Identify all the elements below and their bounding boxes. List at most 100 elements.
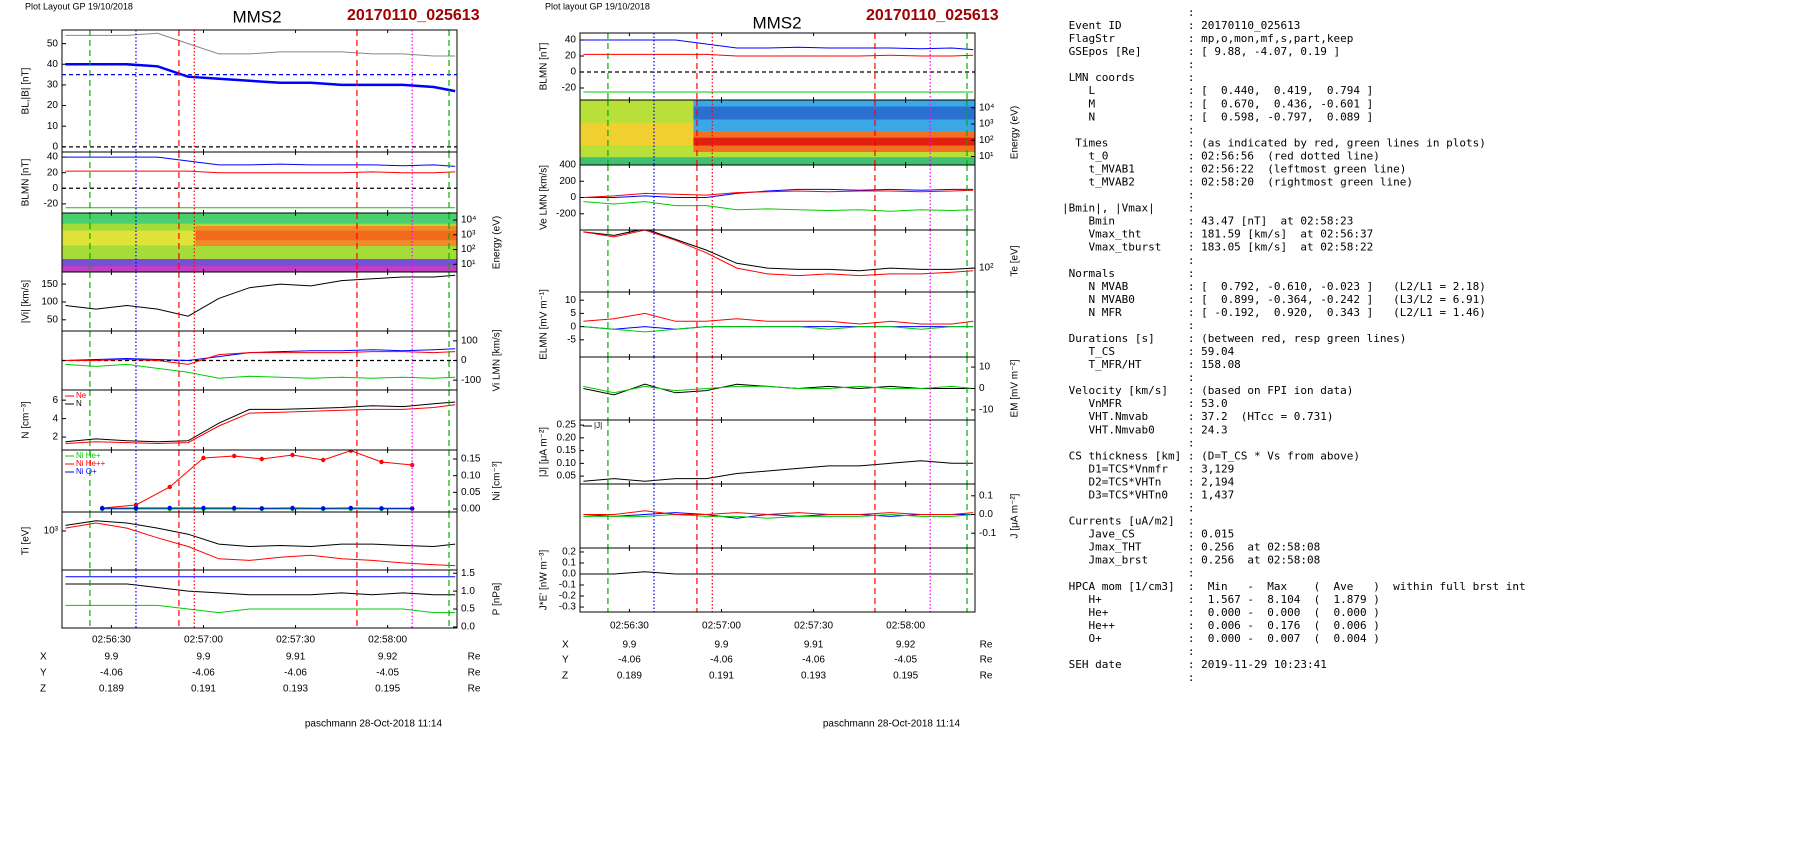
y-tick-label: 5 [570,308,576,319]
y-axis-label: Energy (eV) [492,216,503,269]
summary-line: D2=TCS*VHTn : 2,194 [1062,475,1235,488]
legend-label: Ni He++ [76,459,106,468]
series-point [201,505,206,511]
panel [65,390,456,450]
y-tick-label: 0.2 [562,547,576,558]
orbit-value: 0.193 [283,684,308,695]
y-axis-label: Vi LMN [km/s] [492,329,503,391]
summary-line: : [1062,671,1194,684]
summary-line: Jave_CS : 0.015 [1062,528,1234,541]
orbit-value: -4.05 [894,655,917,666]
orbit-value: 9.92 [896,640,916,651]
y-tick-label: 150 [41,279,58,290]
series-point [133,505,139,511]
series-point [167,505,172,511]
y-axis-label: J [μA m⁻²] [1010,493,1021,538]
summary-line: : [1062,189,1194,202]
series-line [65,363,456,379]
series-line [583,460,974,482]
y-axis-label: Te [eV] [1010,245,1021,276]
panel [65,570,456,628]
summary-line: He+ : 0.000 - 0.000 ( 0.000 ) [1062,606,1380,619]
summary-line: VHT.Nmvab0 : 24.3 [1062,423,1228,436]
orbit-label: Z [40,684,46,695]
orbit-value: 9.9 [104,652,118,663]
summary-line: D1=TCS*Vnmfr : 3,129 [1062,462,1234,475]
y-axis-label: BLMN [nT] [21,158,32,206]
panel [583,230,974,292]
orbit-unit: Re [980,640,993,651]
spectrogram-cell [693,137,975,146]
series-line [583,571,974,575]
series-line [65,156,456,167]
y-tick-label: 6 [52,395,58,406]
orbit-unit: Re [980,655,993,666]
series-point [348,450,354,453]
orbit-label: X [562,640,569,651]
panel-frame [61,389,458,451]
x-tick-label: 02:56:30 [610,621,649,632]
footer: paschmann 28-Oct-2018 11:14 [305,719,443,730]
orbit-value: 0.191 [191,684,216,695]
y-tick-label: 0.00 [461,504,481,515]
summary-line: CS thickness [km] : (D=T_CS * Vs from ab… [1062,449,1360,462]
y-tick-label: 0.10 [557,458,577,469]
orbit-value: 0.189 [617,671,642,682]
y-tick-label: 200 [559,176,576,187]
series-line [583,53,974,57]
summary-line: Vmax_tht : 181.59 [km/s] at 02:56:37 [1062,228,1373,241]
x-tick-label: 02:58:00 [886,621,925,632]
y-tick-label: 0 [570,192,576,203]
summary-line: : [1062,567,1194,580]
y-tick-label: -100 [461,375,481,386]
summary-line: T_CS : 59.04 [1062,345,1235,358]
series-line [583,201,974,212]
summary-line: Jmax_brst : 0.256 at 02:58:08 [1062,554,1320,567]
panel [89,450,450,512]
series-line [65,274,456,317]
orbit-value: 9.91 [804,640,824,651]
orbit-value: 0.195 [375,684,400,695]
y-tick-label: 0.15 [557,445,577,456]
series-line [65,604,456,614]
orbit-value: -4.06 [710,655,733,666]
orbit-value: 9.91 [286,652,306,663]
summary-line: t_MVAB2 : 02:58:20 (rightmost green line… [1062,176,1413,189]
panel-frame [61,29,458,153]
series-point [100,506,105,511]
orbit-value: 9.92 [378,652,398,663]
y-axis-label: |Vi| [km/s] [21,280,32,324]
orbit-unit: Re [468,668,481,679]
series-line [65,583,456,596]
summary-line: Normals : [1062,267,1194,280]
panel [583,292,974,357]
legend-label: Ni O+ [76,467,97,476]
panel-frame [61,569,458,629]
summary-line: : [1062,436,1194,449]
y-tick-label: 0.20 [557,432,577,443]
panel-frame [61,511,458,571]
panel [580,100,975,165]
summary-line: Currents [uA/m2] : [1062,515,1194,528]
event-id: 20170110_025613 [866,7,999,24]
summary-line: Bmin : 43.47 [nT] at 02:58:23 [1062,215,1353,228]
summary-line: LMN coords : [1062,71,1194,84]
series-line [65,401,456,443]
orbit-value: -4.06 [284,668,307,679]
series-point [231,505,237,511]
y-tick-label: 10 [979,362,991,373]
summary-line: t_MVAB1 : 02:56:22 (leftmost green line) [1062,162,1406,175]
y-tick-label: 20 [47,167,59,178]
series-line [583,383,974,396]
series-line [583,312,974,325]
summary-line: : [1062,502,1194,515]
summary-line: : [1062,58,1194,71]
panel [65,272,456,331]
panel [580,33,975,100]
summary-line: Durations [s] : (between red, resp green… [1062,332,1406,345]
plot-title: MMS2 [752,13,801,32]
series-line [65,351,456,365]
series-point [409,506,415,511]
panel-frame [579,419,976,485]
orbit-value: -4.06 [618,655,641,666]
